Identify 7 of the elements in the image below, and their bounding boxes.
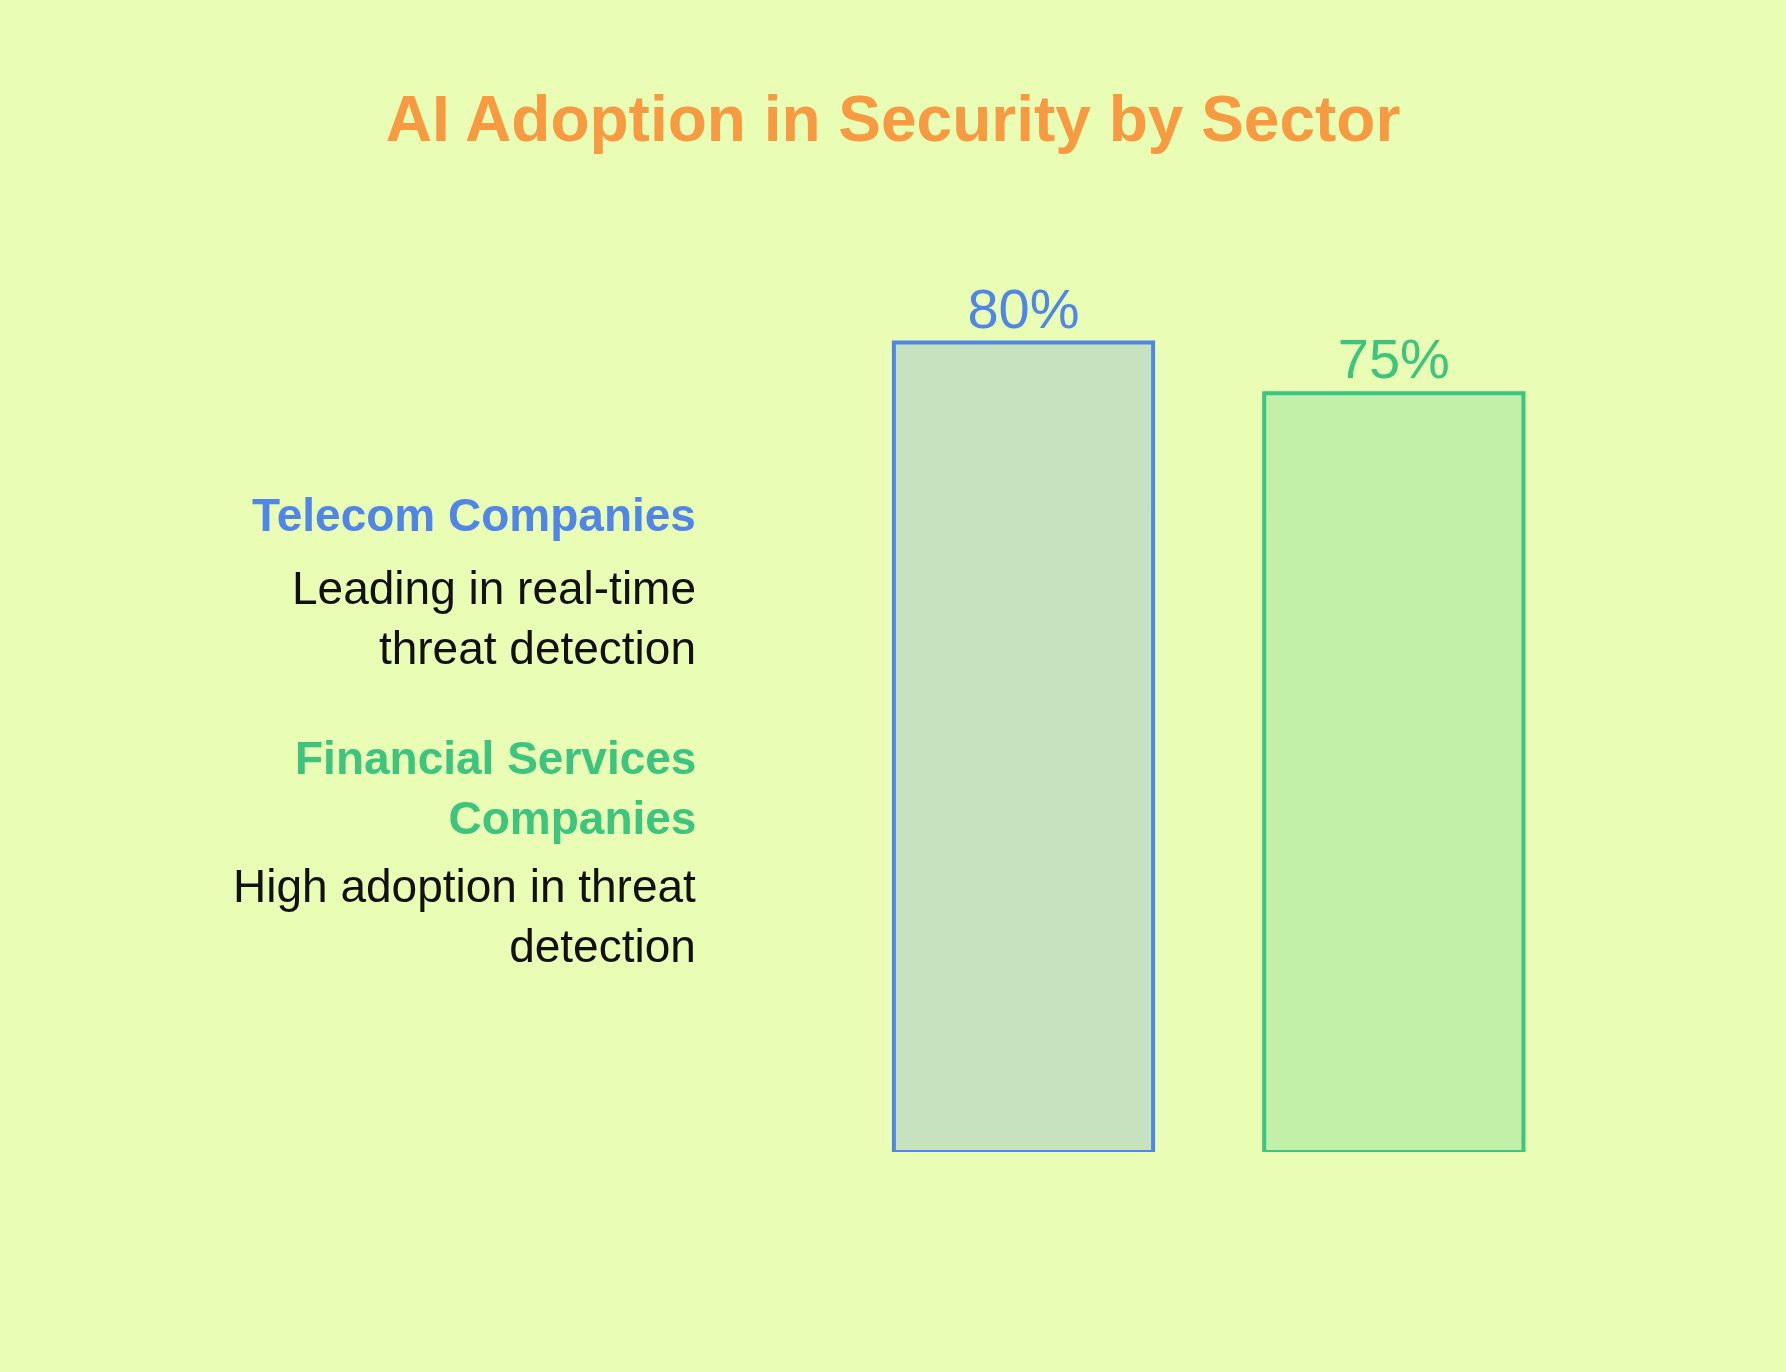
text: Telecom Companies [252, 489, 696, 541]
text: Financial Services Companies [295, 732, 697, 844]
text: Leading in real-time threat detection [292, 562, 697, 674]
chart-title: AI Adoption in Security by Sector [385, 82, 1401, 155]
text: High adoption in threat detection [233, 860, 697, 972]
data-label: 80% [967, 276, 1080, 340]
data-label: 75% [1337, 327, 1450, 391]
